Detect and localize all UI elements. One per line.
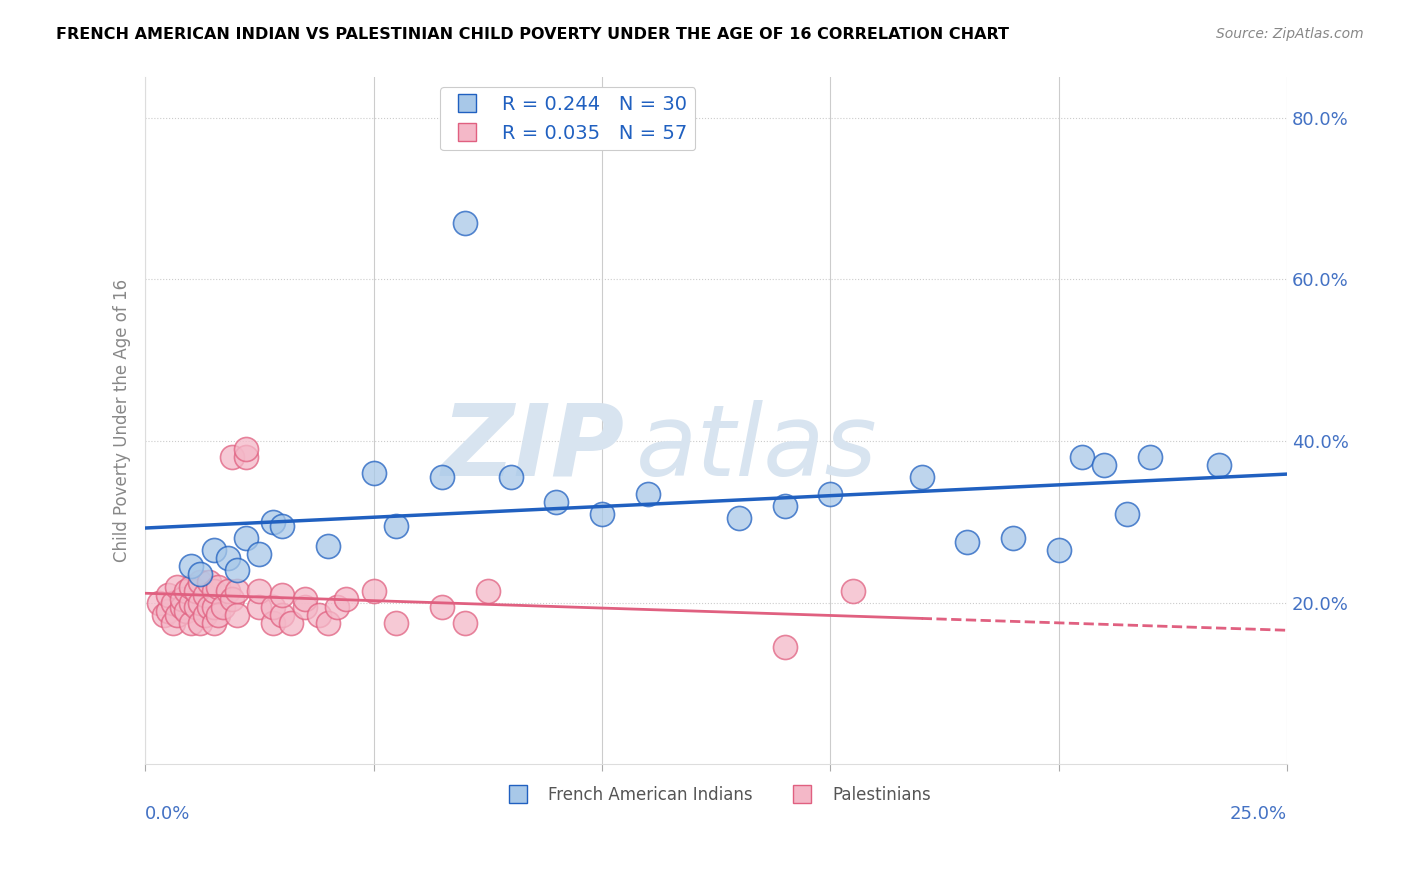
Point [820,486,842,500]
Point [170,591,193,606]
Point [591,507,613,521]
Point [180,580,202,594]
Point [1116,507,1139,521]
Point [180,596,202,610]
Point [911,470,934,484]
Point [326,599,349,614]
Point [188,615,211,630]
Point [188,596,211,610]
Point [842,583,865,598]
Point [773,499,796,513]
Point [271,588,294,602]
Point [728,511,751,525]
Point [477,583,499,598]
Point [217,583,239,598]
Text: Source: ZipAtlas.com: Source: ZipAtlas.com [1216,27,1364,41]
Point [454,216,477,230]
Point [1092,458,1115,473]
Point [166,607,188,622]
Point [1139,450,1161,465]
Point [202,583,225,598]
Point [430,599,453,614]
Point [157,588,180,602]
Point [188,567,211,582]
Y-axis label: Child Poverty Under the Age of 16: Child Poverty Under the Age of 16 [114,279,131,563]
Point [188,575,211,590]
Point [956,535,979,549]
Point [262,599,284,614]
Point [454,615,477,630]
Point [202,615,225,630]
Point [546,494,568,508]
Point [212,599,235,614]
Point [316,615,339,630]
Point [385,519,408,533]
Legend: French American Indians, Palestinians: French American Indians, Palestinians [495,780,938,811]
Point [308,607,330,622]
Point [262,515,284,529]
Point [773,640,796,654]
Point [198,575,221,590]
Text: 0.0%: 0.0% [145,805,191,823]
Point [262,615,284,630]
Point [162,596,184,610]
Point [202,599,225,614]
Point [184,599,207,614]
Point [280,615,302,630]
Point [1047,543,1070,558]
Point [499,470,522,484]
Text: FRENCH AMERICAN INDIAN VS PALESTINIAN CHILD POVERTY UNDER THE AGE OF 16 CORRELAT: FRENCH AMERICAN INDIAN VS PALESTINIAN CH… [56,27,1010,42]
Point [194,607,217,622]
Point [249,599,271,614]
Point [157,604,180,618]
Point [1002,531,1025,545]
Point [363,467,385,481]
Point [1070,450,1092,465]
Point [180,559,202,574]
Point [385,615,408,630]
Text: atlas: atlas [637,400,877,497]
Point [162,615,184,630]
Point [148,596,170,610]
Point [294,591,316,606]
Point [225,563,247,577]
Point [235,531,257,545]
Point [170,599,193,614]
Point [221,591,243,606]
Point [176,583,198,598]
Point [249,547,271,561]
Point [271,607,294,622]
Text: 25.0%: 25.0% [1230,805,1286,823]
Point [194,588,217,602]
Point [180,615,202,630]
Point [335,591,357,606]
Text: ZIP: ZIP [441,400,624,497]
Point [225,607,247,622]
Point [184,583,207,598]
Point [363,583,385,598]
Point [294,599,316,614]
Point [316,539,339,553]
Point [430,470,453,484]
Point [225,583,247,598]
Point [235,450,257,465]
Point [152,607,174,622]
Point [217,551,239,566]
Point [207,607,229,622]
Point [1208,458,1230,473]
Point [637,486,659,500]
Point [249,583,271,598]
Point [202,543,225,558]
Point [271,519,294,533]
Point [221,450,243,465]
Point [235,442,257,457]
Point [166,580,188,594]
Point [176,604,198,618]
Point [207,580,229,594]
Point [198,599,221,614]
